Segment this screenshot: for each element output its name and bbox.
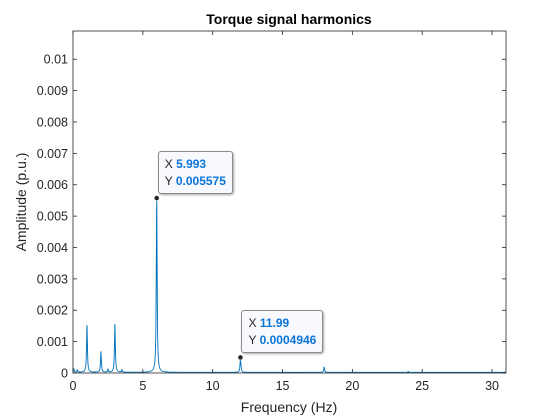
datatip-1-y-value: 0.005575: [175, 174, 226, 189]
y-tick-label: 0.009: [37, 84, 68, 98]
y-tick-label: 0.007: [37, 147, 68, 161]
datatip-1-marker: [153, 195, 160, 201]
x-tick-label: 25: [415, 379, 429, 393]
y-tick-label: 0.004: [37, 241, 68, 255]
datatip-2-marker: [237, 354, 244, 361]
x-tick-label: 30: [485, 379, 499, 393]
datatip-1-x-row: X 5.993: [165, 156, 226, 173]
x-tick-label: 15: [276, 379, 290, 393]
y-tick-label: 0.003: [37, 272, 68, 286]
y-tick-label: 0: [61, 367, 68, 381]
datatip-2-x-value: 11.99: [259, 316, 290, 331]
x-tick-label: 10: [206, 379, 220, 393]
axes-box: [72, 30, 507, 374]
x-tick-label: 20: [345, 379, 359, 393]
y-tick-label: 0.001: [37, 335, 68, 349]
y-tick-label: 0.005: [37, 210, 68, 224]
x-tick-label: 0: [70, 379, 77, 393]
datatip-1-x-label: X: [164, 157, 173, 172]
datatip-2-y-value: 0.0004946: [259, 333, 317, 348]
y-tick-label: 0.01: [44, 53, 68, 67]
x-tick-label: 5: [139, 379, 146, 393]
axis-lines: [72, 30, 507, 374]
datatip-2[interactable]: X 11.99 Y 0.0004946: [241, 310, 324, 354]
datatip-2-x-label: X: [248, 316, 257, 331]
chart-title: Torque signal harmonics: [206, 11, 372, 27]
y-tick-label: 0.006: [37, 178, 68, 192]
datatip-1[interactable]: X 5.993 Y 0.005575: [157, 151, 233, 195]
x-axis-title: Frequency (Hz): [241, 399, 337, 415]
y-tick-label: 0.002: [37, 304, 68, 318]
y-tick-layer: 0 0.001 0.002 0.003 0.004 0.005 0.006 0.007 0.00…: [37, 53, 506, 381]
datatip-marker-layer: [153, 195, 244, 361]
x-tick-layer: 0 5 10 15 20 25 30: [70, 31, 499, 393]
datatip-1-y-label: Y: [164, 174, 173, 189]
datatip-2-y-label: Y: [248, 333, 257, 348]
datatip-1-x-value: 5.993: [176, 157, 207, 172]
datatip-1-y-row: Y 0.005575: [165, 173, 226, 190]
datatip-2-x-row: X 11.99: [248, 315, 316, 332]
datatip-2-y-row: Y 0.0004946: [248, 332, 316, 349]
y-axis-title: Amplitude (p.u.): [13, 153, 29, 252]
y-tick-label: 0.008: [37, 115, 68, 129]
